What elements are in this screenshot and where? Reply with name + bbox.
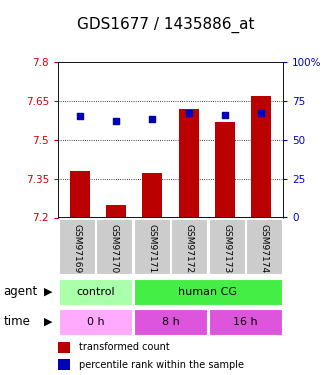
Text: human CG: human CG — [178, 286, 237, 297]
Text: GSM97170: GSM97170 — [110, 225, 119, 274]
Text: 16 h: 16 h — [233, 316, 258, 327]
Text: transformed count: transformed count — [79, 342, 170, 352]
Bar — [58, 342, 70, 353]
Text: time: time — [3, 315, 30, 328]
Bar — [215, 122, 235, 218]
Point — [186, 110, 191, 116]
Bar — [59, 219, 95, 274]
Bar — [134, 309, 207, 334]
Point — [222, 112, 228, 118]
Bar — [171, 219, 207, 274]
Point — [77, 113, 82, 119]
Bar — [134, 279, 282, 304]
Text: 0 h: 0 h — [87, 316, 104, 327]
Point — [113, 118, 118, 124]
Text: GSM97172: GSM97172 — [185, 225, 194, 274]
Bar — [59, 309, 132, 334]
Text: percentile rank within the sample: percentile rank within the sample — [79, 360, 244, 370]
Text: control: control — [76, 286, 115, 297]
Text: ▶: ▶ — [44, 286, 53, 297]
Text: GDS1677 / 1435886_at: GDS1677 / 1435886_at — [77, 17, 254, 33]
Bar — [59, 279, 132, 304]
Text: GSM97171: GSM97171 — [147, 225, 156, 274]
Bar — [142, 173, 162, 217]
Text: ▶: ▶ — [44, 316, 53, 327]
Bar — [58, 359, 70, 370]
Bar — [70, 171, 90, 217]
Text: GSM97174: GSM97174 — [260, 225, 269, 274]
Bar — [106, 204, 126, 218]
Text: agent: agent — [3, 285, 37, 298]
Bar — [96, 219, 132, 274]
Bar — [209, 219, 245, 274]
Bar — [246, 219, 282, 274]
Text: GSM97173: GSM97173 — [222, 225, 231, 274]
Point — [150, 117, 155, 123]
Point — [259, 110, 264, 116]
Bar — [209, 309, 282, 334]
Text: GSM97169: GSM97169 — [72, 225, 81, 274]
Text: 8 h: 8 h — [162, 316, 179, 327]
Bar — [251, 96, 271, 218]
Bar — [179, 108, 199, 217]
Bar — [134, 219, 169, 274]
